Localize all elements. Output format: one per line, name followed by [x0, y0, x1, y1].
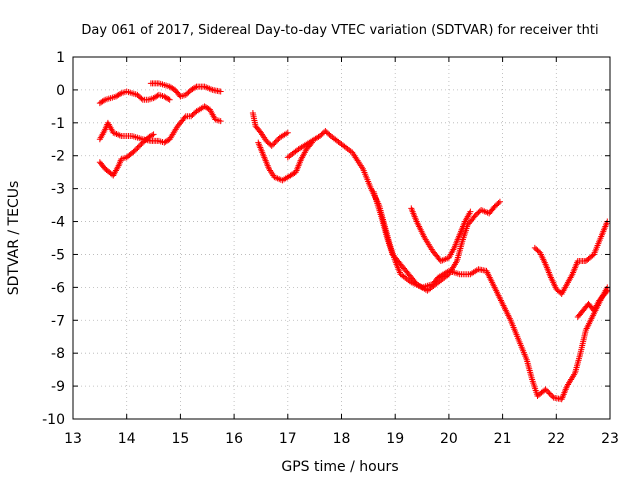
series-sat-b	[147, 80, 224, 100]
series-sat-a	[96, 88, 173, 107]
y-tick-label: -1	[51, 116, 65, 132]
y-tick-label: -10	[42, 412, 65, 428]
data-point	[270, 141, 277, 148]
data-point	[181, 114, 188, 121]
data-point	[138, 95, 145, 102]
axis-ticks: 13 14 15 16 17 18 19 20 21 22 23 1 0 -1 -2 -3 -4 -5 -6 -7 -8…	[42, 50, 619, 447]
x-tick-label: 17	[279, 431, 297, 447]
x-tick-label: 22	[547, 431, 565, 447]
series-sat-c	[96, 103, 224, 146]
data-point	[272, 138, 279, 145]
x-axis-label: GPS time / hours	[281, 459, 398, 475]
data-point	[217, 118, 224, 125]
x-tick-label: 21	[494, 431, 512, 447]
data-point	[271, 140, 278, 147]
x-tick-label: 20	[440, 431, 458, 447]
x-tick-label: 16	[225, 431, 243, 447]
data-point	[131, 147, 138, 154]
x-tick-label: 23	[601, 431, 619, 447]
data-point	[217, 88, 224, 95]
series-sat-j	[531, 218, 611, 297]
x-tick-label: 18	[333, 431, 351, 447]
data-point	[149, 132, 156, 139]
data-point	[467, 208, 474, 215]
data-point	[133, 146, 140, 153]
y-tick-label: 0	[56, 83, 65, 99]
x-tick-label: 13	[64, 431, 82, 447]
data-point	[100, 97, 107, 104]
y-tick-label: -8	[51, 346, 65, 362]
y-tick-label: -9	[51, 379, 65, 395]
series-sat-g	[284, 128, 611, 403]
data-point	[603, 288, 610, 295]
y-tick-label: -4	[51, 215, 65, 231]
data-point	[542, 386, 549, 393]
series-sat-f	[255, 139, 315, 184]
data-point	[545, 389, 552, 396]
data-point	[192, 84, 199, 91]
data-point	[135, 143, 142, 150]
data-point	[495, 200, 502, 207]
data-point	[165, 95, 172, 102]
data-point	[138, 140, 145, 147]
data-point	[547, 391, 554, 398]
data-point	[496, 198, 503, 205]
data-point	[274, 137, 281, 144]
data-point	[546, 390, 553, 397]
y-tick-label: -6	[51, 280, 65, 296]
y-tick-label: -7	[51, 313, 65, 329]
data-point	[134, 145, 141, 152]
data-point	[137, 142, 144, 149]
y-tick-label: -2	[51, 149, 65, 165]
series-sat-h	[370, 188, 503, 294]
data-point	[268, 142, 275, 149]
data-point	[284, 129, 291, 136]
grid-lines	[73, 57, 610, 419]
x-tick-label: 14	[118, 431, 136, 447]
x-tick-label: 19	[386, 431, 404, 447]
data-point	[116, 91, 123, 98]
series-sat-d	[96, 131, 157, 179]
x-tick-label: 15	[171, 431, 189, 447]
y-axis-label: SDTVAR / TECUs	[6, 181, 22, 296]
data-point	[150, 131, 157, 138]
series-sat-i	[408, 205, 474, 265]
data-point	[604, 287, 611, 294]
data-point	[543, 387, 550, 394]
data-point	[166, 96, 173, 103]
y-tick-label: -5	[51, 247, 65, 263]
y-tick-label: 1	[56, 50, 65, 66]
series-sat-k	[574, 287, 611, 320]
chart-title: Day 061 of 2017, Sidereal Day-to-day VTE…	[81, 23, 598, 38]
data-points	[96, 80, 611, 403]
y-tick-label: -3	[51, 182, 65, 198]
series-sat-e	[249, 109, 291, 149]
